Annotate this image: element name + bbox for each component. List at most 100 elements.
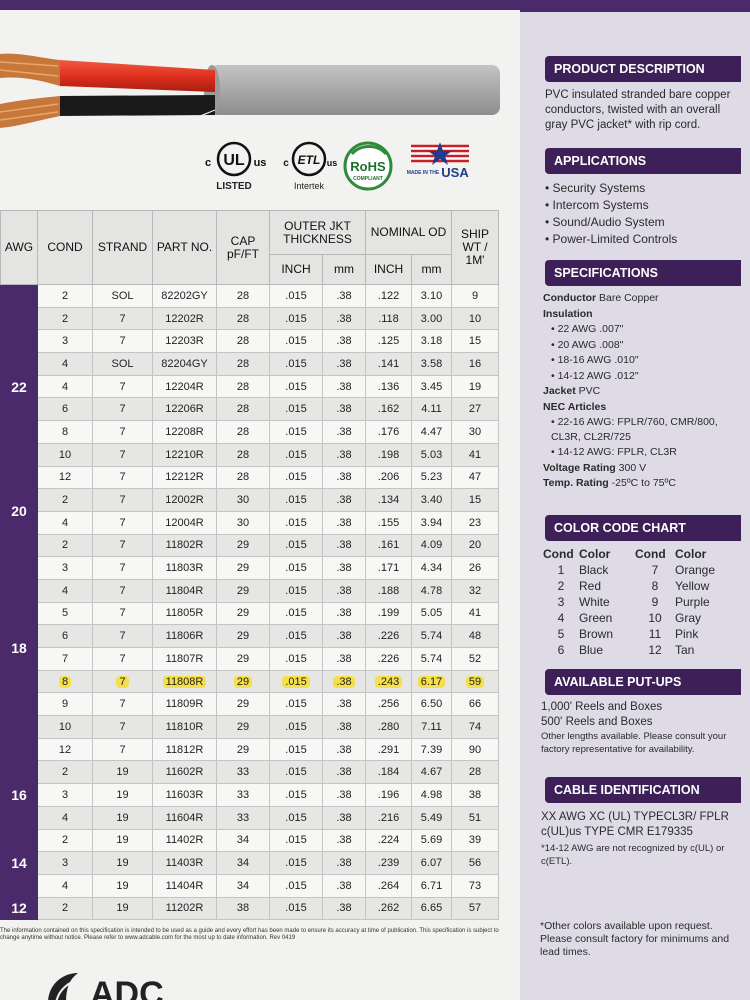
header-ship-wt: SHIP WT / 1M': [451, 210, 499, 285]
table-cell: 59: [451, 669, 499, 694]
table-row: 7 7 11807R 29.015.38.226 5.74 52: [1, 647, 499, 671]
table-cell: 6: [37, 397, 93, 422]
table-cell: 11810R: [152, 715, 217, 739]
application-item: • Intercom Systems: [545, 198, 649, 212]
table-cell: 7: [92, 374, 153, 399]
table-cell: 23: [451, 510, 499, 535]
table-cell: .196: [365, 783, 412, 807]
table-cell: 4.67: [411, 760, 452, 785]
table-cell: SOL: [92, 284, 153, 308]
table-cell: 4: [37, 805, 93, 830]
table-cell: 3.58: [411, 352, 452, 376]
table-cell: .015: [269, 284, 323, 308]
table-cell: 11803R: [152, 556, 217, 580]
put-ups-heading: AVAILABLE PUT-UPS: [545, 669, 741, 695]
table-cell: 11804R: [152, 578, 217, 603]
table-cell: 12202R: [152, 306, 217, 331]
table-cell: 19: [92, 805, 153, 830]
table-cell: 30: [451, 420, 499, 444]
table-cell: .015: [269, 760, 323, 785]
table-cell: 30: [216, 488, 270, 512]
table-cell: 29: [216, 578, 270, 603]
table-cell: 7: [92, 533, 153, 558]
table-cell: 33: [216, 783, 270, 807]
table-row: 4 19 11604R 33.015.38.216 5.49 51: [1, 805, 499, 830]
table-cell: 3.45: [411, 374, 452, 399]
table-cell: 6.17: [411, 669, 452, 694]
red-conductor: [60, 60, 215, 92]
awg-group-label: 16: [0, 760, 38, 830]
header-awg: AWG: [0, 210, 38, 285]
table-row: 3 19 11403R 34.015.38.239 6.07 56: [1, 851, 499, 875]
table-cell: .184: [365, 760, 412, 785]
table-row: 20 2 7 12002R 30.015.38.134 3.40 15: [0, 488, 499, 535]
table-cell: .015: [269, 624, 323, 648]
table-cell: .38: [322, 284, 366, 308]
specifications-list: Conductor Bare Copper Insulation • 22 AW…: [543, 292, 718, 489]
color-code-chart: Cond Color Cond Color 1 Black 7 Orange 2 Red 8…: [543, 546, 743, 658]
table-cell: 29: [216, 533, 270, 558]
table-cell: 28: [216, 420, 270, 444]
table-cell: .015: [269, 306, 323, 331]
table-cell: 27: [451, 397, 499, 422]
table-cell: .38: [322, 465, 366, 490]
table-cell: .134: [365, 488, 412, 512]
table-cell: 29: [216, 601, 270, 626]
table-cell: 7.39: [411, 737, 452, 762]
table-cell: 4: [37, 374, 93, 399]
table-row: 22 2 SOL 82202GY 28.015.38.122 3.10 9: [0, 283, 499, 490]
made-in-usa-logo: MADE IN THE USA: [405, 140, 475, 183]
awg-group-label: 14: [0, 828, 38, 898]
table-cell: .38: [322, 715, 366, 739]
table-cell: 29: [216, 692, 270, 717]
table-cell: 8: [37, 420, 93, 444]
table-cell: .015: [269, 737, 323, 762]
table-cell: .38: [322, 624, 366, 648]
table-cell: .015: [269, 465, 323, 490]
header-od-inch: INCH: [365, 254, 412, 285]
header-jkt-inch: INCH: [269, 254, 323, 285]
table-cell: .224: [365, 828, 412, 853]
table-cell: 19: [92, 783, 153, 807]
table-cell: .015: [269, 896, 323, 921]
table-cell: 82202GY: [152, 284, 217, 308]
table-cell: 7.11: [411, 715, 452, 739]
table-row: 12 7 11812R 29.015.38.291 7.39 90: [1, 737, 499, 762]
adc-brand-text: ADC: [90, 975, 164, 1000]
table-cell: 10: [37, 442, 93, 467]
table-cell: 34: [216, 873, 270, 898]
table-cell: 26: [451, 556, 499, 580]
table-cell: 7: [92, 647, 153, 671]
table-cell: 7: [92, 737, 153, 762]
table-cell: 5.49: [411, 805, 452, 830]
table-cell: .291: [365, 737, 412, 762]
table-cell: 28: [216, 374, 270, 399]
table-cell: .38: [322, 783, 366, 807]
etl-us: us: [327, 158, 338, 168]
table-cell: .38: [322, 760, 366, 785]
table-cell: 12206R: [152, 397, 217, 422]
table-cell: .136: [365, 374, 412, 399]
rohs-compliant: COMPLIANT: [353, 176, 383, 182]
table-cell: .264: [365, 873, 412, 898]
table-cell: .243: [365, 669, 412, 694]
table-cell: 12: [37, 737, 93, 762]
table-cell: .38: [322, 533, 366, 558]
table-cell: .015: [269, 647, 323, 671]
color-code-row: 3 White 9 Purple: [557, 595, 710, 609]
table-row: 6 7 11806R 29.015.38.226 5.74 48: [1, 624, 499, 648]
color-code-row: 1 Black 7 Orange: [557, 563, 716, 577]
table-cell: 5.03: [411, 442, 452, 467]
table-cell: 11812R: [152, 737, 217, 762]
table-cell: .118: [365, 306, 412, 331]
table-cell: .015: [269, 828, 323, 853]
table-cell: .141: [365, 352, 412, 376]
table-cell: .38: [322, 692, 366, 717]
top-bar: [0, 0, 520, 10]
product-description-text: PVC insulated stranded bare copper condu…: [545, 89, 731, 131]
table-cell: .015: [269, 851, 323, 875]
table-cell: 38: [216, 896, 270, 921]
table-cell: 4.34: [411, 556, 452, 580]
table-cell: 19: [92, 828, 153, 853]
